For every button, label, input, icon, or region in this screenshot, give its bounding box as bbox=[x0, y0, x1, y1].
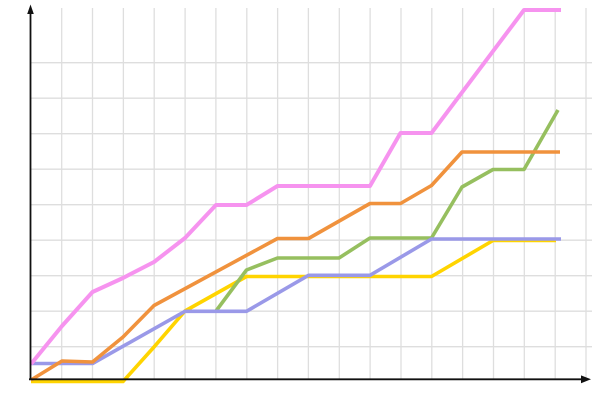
x-axis-arrow-icon bbox=[581, 375, 591, 384]
violet-line bbox=[29, 8, 561, 366]
orange-line bbox=[30, 150, 560, 382]
blue-line bbox=[31, 237, 561, 366]
green-line bbox=[214, 109, 560, 313]
yellow-line bbox=[31, 238, 556, 384]
y-axis-arrow-icon bbox=[27, 4, 34, 14]
